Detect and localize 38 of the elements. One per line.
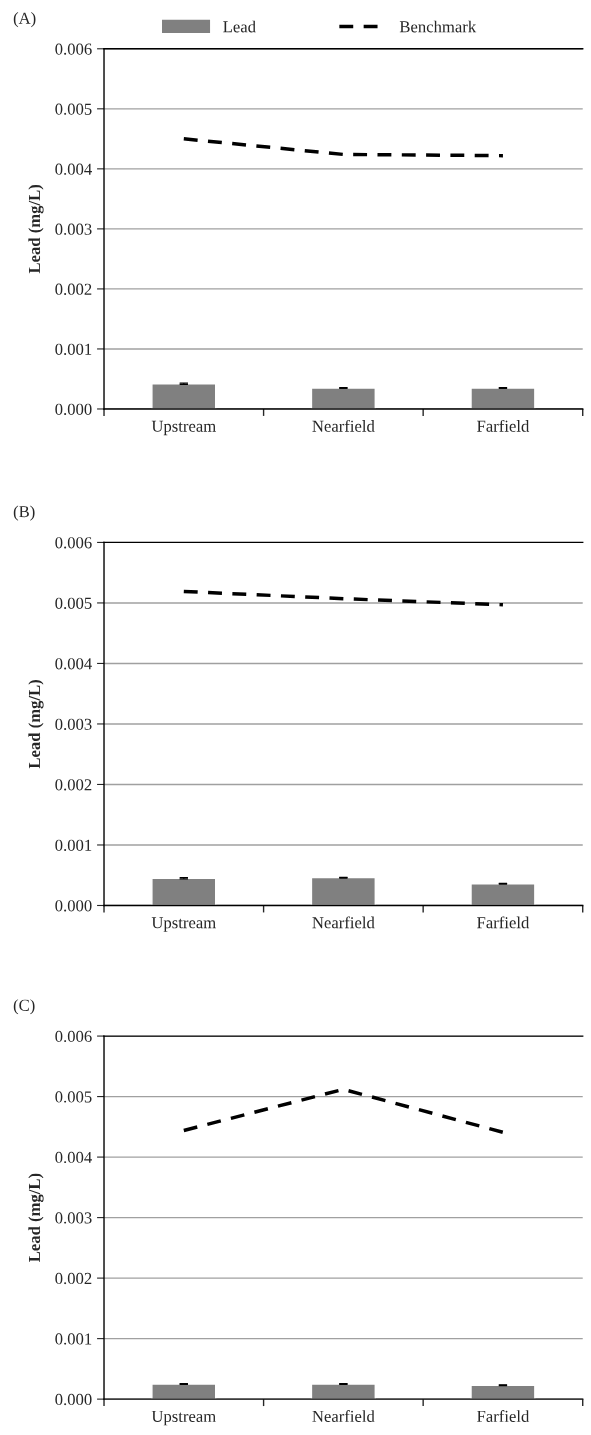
y-tick-label: 0.004	[55, 163, 92, 175]
y-tick-label: 0.001	[55, 343, 92, 355]
x-tick-label: Farfield	[477, 916, 530, 929]
x-tick-label: Nearfield	[312, 916, 375, 929]
chart-title: (C)	[13, 999, 35, 1015]
y-tick-label: 0.004	[55, 1151, 92, 1164]
y-tick-label: 0.000	[55, 403, 92, 415]
y-tick-label: 0.002	[55, 283, 92, 295]
y-tick-label: 0.002	[55, 1272, 92, 1285]
y-tick-label: 0.004	[55, 658, 92, 670]
y-tick-label: 0.006	[55, 43, 92, 55]
legend-label: Lead	[223, 20, 256, 33]
y-tick-label: 0.006	[55, 537, 92, 549]
y-axis-title: Lead (mg/L)	[28, 680, 44, 769]
y-tick-label: 0.001	[55, 839, 92, 851]
y-tick-label: 0.000	[55, 900, 92, 912]
y-axis-title: Lead (mg/L)	[28, 184, 44, 274]
x-tick-label: Upstream	[151, 1410, 216, 1426]
x-tick-label: Farfield	[477, 1410, 530, 1422]
y-tick-label: 0.005	[55, 597, 92, 609]
x-tick-label: Farfield	[477, 419, 530, 432]
chart-title: (A)	[13, 12, 36, 28]
chart-title: (B)	[13, 505, 35, 521]
y-axis-title: Lead (mg/L)	[28, 1173, 44, 1262]
y-tick-label: 0.003	[55, 718, 92, 730]
y-tick-label: 0.003	[55, 223, 92, 235]
y-tick-label: 0.003	[55, 1212, 92, 1224]
y-tick-label: 0.006	[55, 1030, 92, 1043]
x-tick-label: Nearfield	[312, 1410, 375, 1422]
legend-label: Benchmark	[399, 20, 477, 33]
x-tick-label: Upstream	[151, 420, 216, 436]
y-tick-label: 0.002	[55, 779, 92, 791]
y-tick-label: 0.005	[55, 103, 92, 115]
y-tick-label: 0.005	[55, 1091, 92, 1103]
y-tick-label: 0.001	[55, 1333, 92, 1345]
y-tick-label: 0.000	[55, 1393, 92, 1406]
x-tick-label: Nearfield	[312, 419, 375, 432]
x-tick-label: Upstream	[151, 917, 216, 932]
